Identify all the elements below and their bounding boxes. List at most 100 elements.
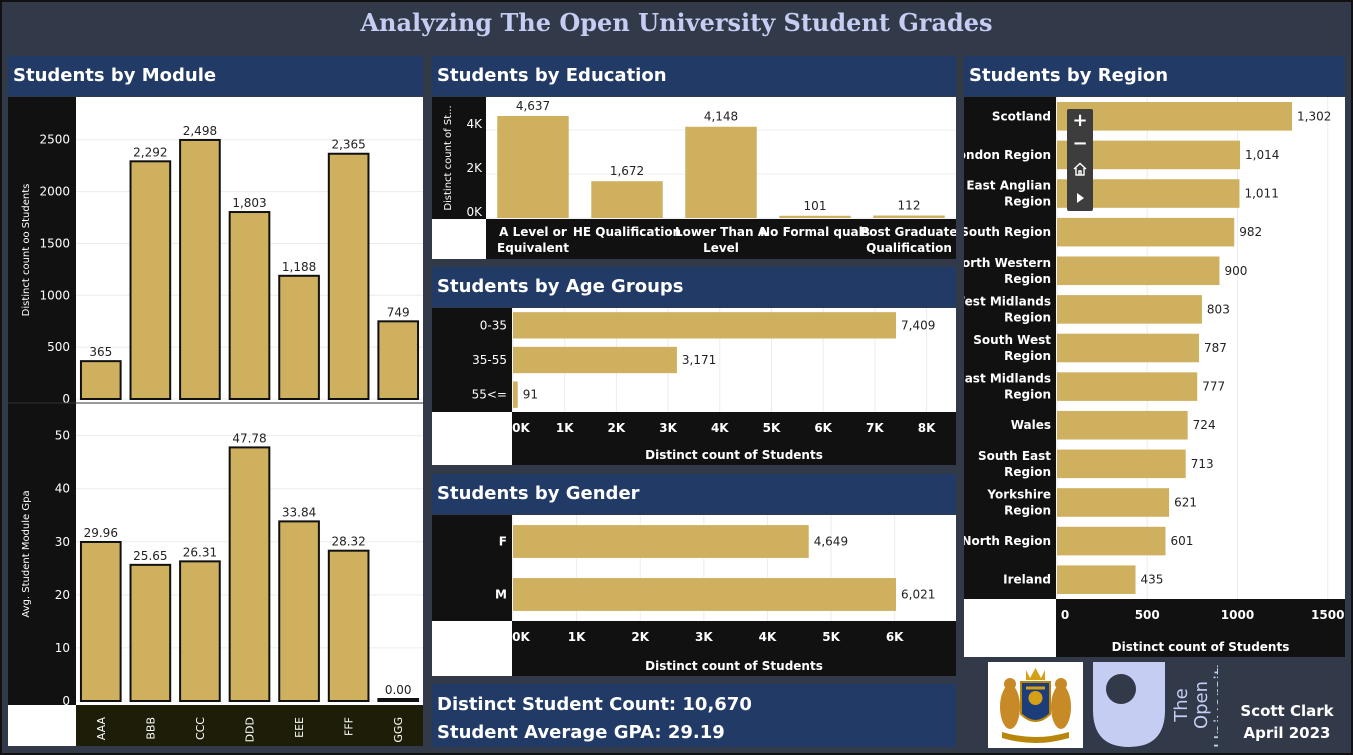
data-label: 28.32 — [331, 535, 365, 549]
category-label: 35-55 — [472, 353, 507, 367]
data-label: 1,803 — [232, 196, 266, 210]
x-tick-label: 0K — [512, 630, 530, 644]
y-axis-label: Distinct count of St... — [443, 105, 454, 210]
data-label: 33.84 — [282, 505, 316, 519]
bar-eee[interactable] — [278, 274, 320, 400]
y-tick-label: 0 — [62, 392, 70, 406]
y-tick-label: 40 — [55, 482, 70, 496]
y-tick-label: 1500 — [39, 236, 70, 250]
corner-blank — [8, 705, 76, 746]
bar-ggg[interactable] — [377, 320, 420, 400]
x-axis-band — [512, 621, 956, 676]
bar-education[interactable] — [685, 126, 757, 218]
zoom-toolbar: + − — [1067, 109, 1093, 211]
x-tick-label: BBB — [144, 717, 157, 740]
region-chart[interactable]: 0 500 1000 1500 Distinct count of Students 1,… — [964, 97, 1345, 657]
bar-region[interactable] — [1057, 372, 1198, 401]
y-tick-label: 2K — [466, 161, 483, 175]
y-tick-label: 4K — [466, 117, 483, 131]
category-label: South East Region — [978, 449, 1051, 479]
bar-region[interactable] — [1057, 333, 1200, 363]
bar-education[interactable] — [497, 115, 569, 218]
category-label: South West Region — [973, 333, 1051, 363]
bar-region[interactable] — [1057, 256, 1220, 286]
bar-eee[interactable] — [278, 520, 320, 702]
x-tick-label: 4K — [711, 421, 729, 435]
bar-region[interactable] — [1057, 565, 1136, 594]
bar-aaa[interactable] — [79, 540, 122, 702]
x-tick-label: 3K — [659, 421, 677, 435]
x-tick-label: 7K — [866, 421, 884, 435]
bar-gender[interactable] — [513, 578, 896, 611]
bar-ddd[interactable] — [228, 211, 271, 401]
data-label: 1,188 — [282, 260, 316, 274]
bar-age[interactable] — [513, 346, 677, 374]
y-axis-label: Distinct count oo Students — [21, 184, 32, 317]
age-chart[interactable]: 0K 1K 2K 3K 4K 5K 6K 7K 8K Distinct count of Stud… — [432, 308, 956, 465]
bar-education[interactable] — [873, 215, 945, 218]
open-university-logo-shape — [1093, 662, 1165, 747]
play-icon[interactable] — [1067, 183, 1093, 209]
bar-age[interactable] — [513, 381, 518, 408]
bar-bbb[interactable] — [129, 563, 172, 702]
bar-ddd[interactable] — [228, 446, 271, 702]
x-tick-label: GGG — [392, 717, 405, 743]
x-tick-label: 1K — [568, 630, 586, 644]
y-tick-label: 0K — [466, 205, 483, 219]
x-tick-label: 3K — [695, 630, 713, 644]
y-tick-label: 0 — [62, 694, 70, 708]
home-icon[interactable] — [1067, 157, 1093, 183]
data-label: 4,649 — [814, 535, 848, 549]
bar-region[interactable] — [1057, 102, 1292, 131]
data-label: 621 — [1174, 495, 1197, 509]
bar-fff[interactable] — [327, 549, 370, 702]
bar-ccc[interactable] — [179, 560, 221, 702]
category-label: M — [495, 588, 507, 602]
bar-education[interactable] — [591, 181, 663, 218]
bar-region[interactable] — [1057, 526, 1166, 556]
bar-fff[interactable] — [327, 152, 370, 401]
x-tick-label: 1000 — [1221, 608, 1254, 622]
dashboard-title: Analyzing The Open University Student Gr… — [360, 8, 993, 37]
bar-ccc[interactable] — [179, 138, 221, 400]
category-label: Scotland — [992, 109, 1051, 123]
x-tick-label: 5K — [822, 630, 840, 644]
kpi-student-count: Distinct Student Count: 10,670 — [437, 694, 752, 715]
x-axis-label: Distinct count of Students — [645, 448, 823, 462]
category-label: 0-35 — [480, 318, 507, 332]
data-label: 29.96 — [84, 526, 118, 540]
bar-region[interactable] — [1057, 410, 1188, 440]
bar-ggg[interactable] — [377, 698, 420, 702]
y-axis-band — [432, 97, 486, 219]
bar-aaa[interactable] — [79, 360, 122, 401]
corner-blank — [432, 621, 512, 676]
plus-icon[interactable]: + — [1072, 110, 1088, 131]
minus-icon[interactable]: − — [1072, 133, 1088, 154]
x-tick-label: 2K — [631, 630, 649, 644]
data-label: 1,302 — [1297, 109, 1331, 123]
bar-region[interactable] — [1057, 217, 1235, 247]
bar-region[interactable] — [1057, 449, 1186, 479]
education-chart[interactable]: 0K 2K 4K Distinct count of St... 4,637 A Leve… — [432, 97, 956, 259]
x-tick-label: CCC — [194, 717, 207, 740]
y-tick-label: 10 — [55, 641, 70, 655]
panel-title-education: Students by Education — [432, 56, 956, 96]
bar-age[interactable] — [513, 312, 896, 339]
category-band — [964, 97, 1056, 599]
bar-region[interactable] — [1057, 488, 1170, 517]
bar-bbb[interactable] — [129, 160, 172, 400]
x-tick-label: Post Graduate Qualification — [860, 225, 956, 255]
bar-gender[interactable] — [513, 525, 809, 558]
category-label: F — [499, 535, 507, 549]
x-tick-label: 6K — [886, 630, 904, 644]
data-label: 1,672 — [610, 164, 644, 178]
bar-region[interactable] — [1057, 295, 1202, 324]
x-tick-label: 6K — [814, 421, 832, 435]
y-tick-label: 2500 — [39, 133, 70, 147]
bar-education[interactable] — [779, 215, 851, 218]
y-tick-label: 20 — [55, 588, 70, 602]
gender-chart[interactable]: 0K 1K 2K 3K 4K 5K 6K Distinct count of Students… — [432, 515, 956, 676]
